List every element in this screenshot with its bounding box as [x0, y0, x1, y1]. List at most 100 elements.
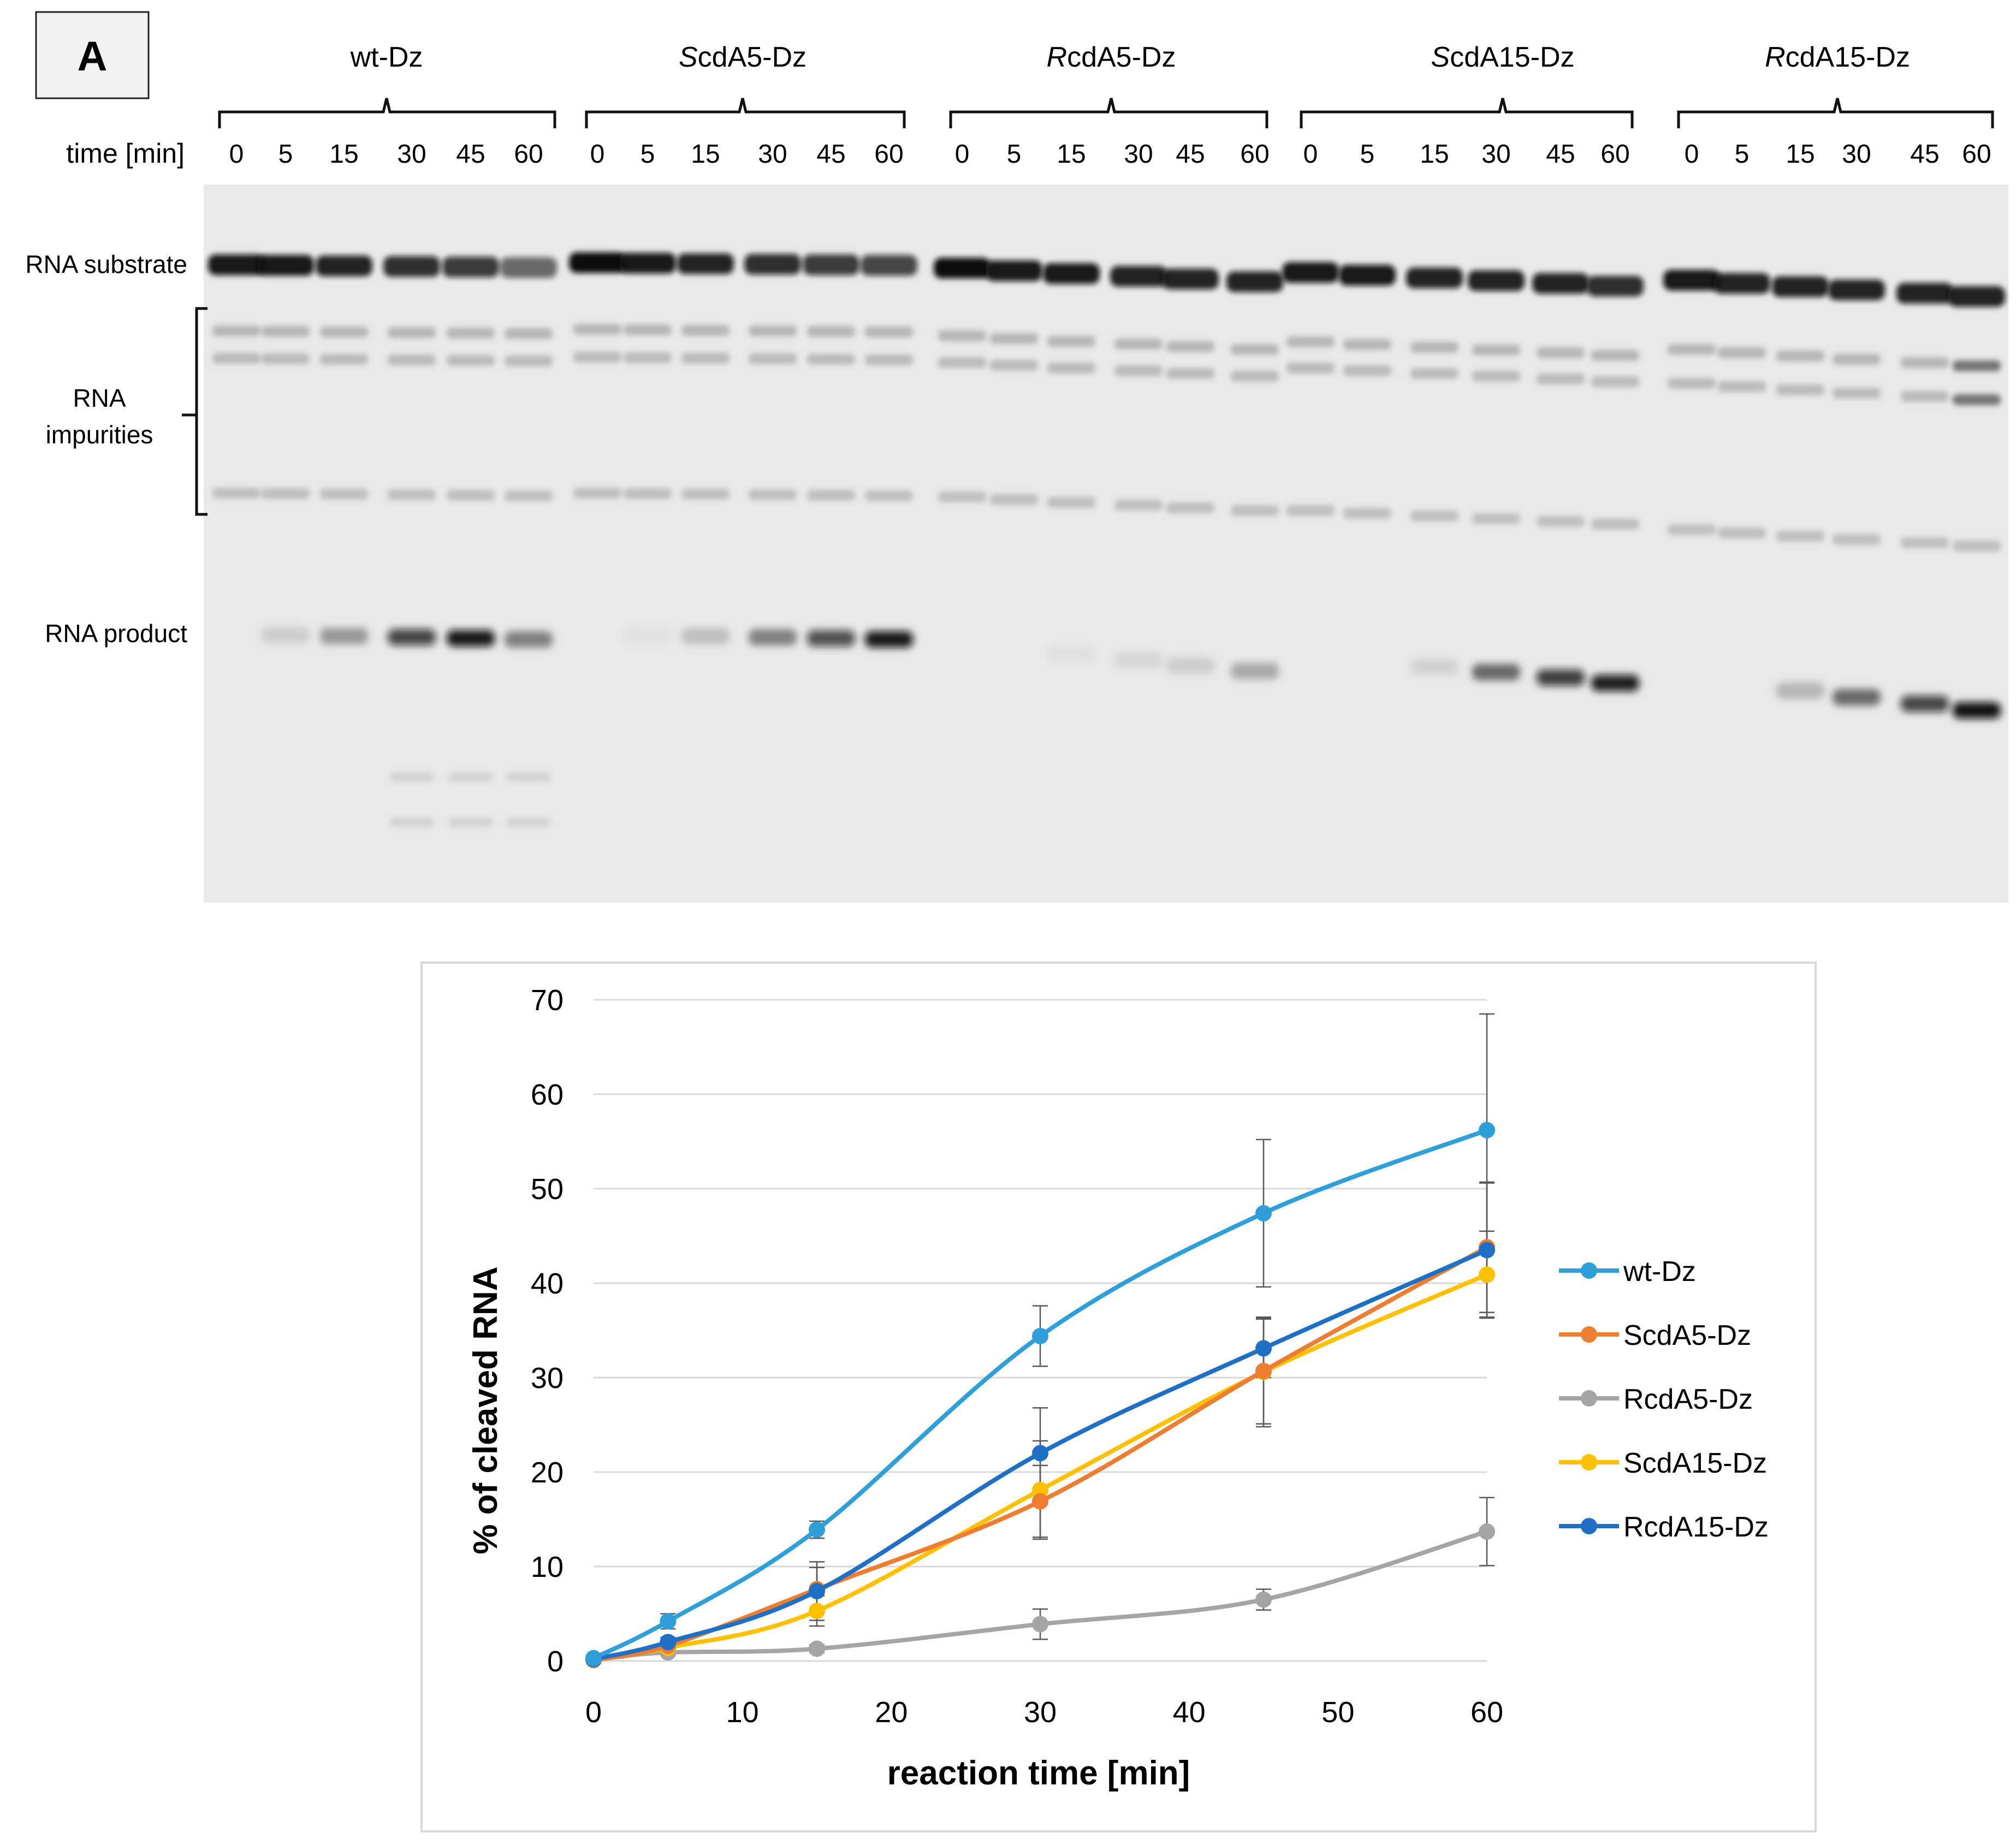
- gel-group-label-prefix: S: [1431, 41, 1450, 73]
- legend-marker: [1581, 1390, 1597, 1407]
- y-tick-label: 20: [531, 1456, 564, 1489]
- gel-band-product: [1591, 675, 1639, 691]
- gel-band-impurity: [320, 489, 368, 500]
- row-label-product: RNA product: [45, 619, 187, 648]
- gel-band-impurity: [320, 354, 368, 365]
- gel-band-impurity: [573, 488, 621, 499]
- gel-time-label: 0: [1303, 140, 1318, 169]
- gel-group-bracket: [1300, 98, 1634, 128]
- legend-marker: [1581, 1326, 1597, 1343]
- legend: wt-Dz ScdA5-Dz RcdA5-Dz ScdA15-Dz RcdA15-Dz: [1559, 1256, 1769, 1543]
- x-tick-label: 60: [1471, 1696, 1503, 1729]
- gel-group-label-prefix: R: [1047, 41, 1068, 73]
- gel-group-label-name: cdA5-Dz: [698, 41, 807, 73]
- gel-band-substrate: [1162, 269, 1219, 289]
- gel-group-bracket: [218, 98, 556, 128]
- gel-time-label: 30: [1481, 140, 1510, 169]
- gel-band-substrate: [1226, 271, 1283, 292]
- data-point: [809, 1582, 825, 1599]
- gel-band-product: [1114, 652, 1163, 668]
- x-tick-label: 50: [1321, 1696, 1354, 1729]
- gel-time-label: 60: [1600, 140, 1629, 169]
- gel-band-impurity: [1718, 527, 1766, 538]
- gel-band-impurity: [262, 353, 310, 364]
- gel-band-impurity: [1286, 336, 1335, 347]
- data-point: [1479, 1122, 1495, 1138]
- gel-band-impurity: [1047, 497, 1095, 508]
- gel-band-substrate: [677, 253, 734, 274]
- x-tick-label: 0: [585, 1696, 602, 1729]
- x-tick-label: 20: [875, 1696, 908, 1729]
- gel-band-impurity: [1166, 368, 1214, 379]
- gel-band-minor: [390, 818, 434, 827]
- gel-time-label: 45: [1546, 140, 1575, 169]
- gel-band-impurity: [1047, 363, 1095, 373]
- gel-band-impurity: [1410, 342, 1458, 353]
- gel-band-impurity: [1668, 378, 1716, 389]
- gel-time-label: 45: [1176, 140, 1205, 169]
- gel-band-impurity: [1668, 344, 1716, 355]
- gel-group-label-name: cdA15-Dz: [1450, 41, 1574, 73]
- gel-band-substrate: [934, 258, 991, 278]
- gel-time-label: 0: [590, 140, 605, 169]
- gel-band-impurity: [938, 330, 986, 341]
- gel-band-impurity: [681, 489, 730, 500]
- gel-band-impurity: [681, 353, 730, 364]
- gel-band-impurity: [1114, 500, 1163, 511]
- legend-marker: [1581, 1518, 1597, 1534]
- gel-band-impurity: [1776, 384, 1824, 395]
- gel-band-substrate: [208, 254, 265, 275]
- series-line: [591, 1128, 1489, 1660]
- gel-band-impurity: [624, 488, 672, 499]
- data-point: [1032, 1481, 1048, 1498]
- gel-band-impurity: [1286, 363, 1335, 373]
- gel-band-impurity: [865, 354, 913, 365]
- gel-band-impurity: [990, 333, 1038, 344]
- gel-band-impurity: [865, 490, 913, 501]
- gel-band-impurity: [1901, 537, 1949, 548]
- gel-band-impurity: [1472, 345, 1520, 355]
- y-axis-title: % of cleaved RNA: [467, 1266, 505, 1554]
- gel-band-substrate: [1896, 283, 1953, 304]
- y-tick-label: 40: [531, 1267, 564, 1300]
- gel-band-product: [388, 629, 436, 645]
- gel-band-substrate: [316, 256, 372, 276]
- gel-band-product: [1901, 696, 1949, 712]
- gel-band-impurity: [1953, 360, 2001, 371]
- panel-label: A: [78, 33, 108, 80]
- gel-band-product: [1953, 702, 2001, 719]
- data-point: [1032, 1493, 1048, 1510]
- gel-band-impurity: [212, 488, 260, 499]
- gel-band-minor: [449, 773, 493, 781]
- x-tick-label: 10: [726, 1696, 759, 1729]
- gel-band-impurity: [1410, 511, 1458, 521]
- gel-band-product: [320, 628, 368, 644]
- gel-band-impurity: [1114, 339, 1163, 349]
- gel-group-bracket: [949, 98, 1268, 128]
- legend-label: wt-Dz: [1623, 1256, 1696, 1288]
- x-tick-label: 40: [1173, 1696, 1206, 1729]
- gel-image: [204, 185, 2008, 903]
- gel-band-minor: [449, 818, 493, 827]
- gel-time-label: 5: [278, 140, 293, 169]
- gel-band-impurity: [1953, 394, 2001, 405]
- gel-time-label: 5: [641, 140, 655, 169]
- gel-band-substrate: [1532, 273, 1589, 294]
- gel-band-product: [1231, 663, 1279, 679]
- gel-group-label: RcdA15-Dz: [1765, 41, 1910, 73]
- gel-band-substrate: [619, 253, 676, 274]
- gel-band-impurity: [1472, 371, 1520, 382]
- gel-band-impurity: [1776, 351, 1824, 361]
- gel-band-impurity: [505, 355, 553, 366]
- gel-band-product: [505, 631, 553, 648]
- data-point: [1032, 1327, 1048, 1344]
- data-point: [809, 1521, 825, 1538]
- y-tick-label: 0: [547, 1645, 564, 1678]
- gel-group-label: ScdA15-Dz: [1431, 41, 1575, 73]
- gel-band-impurity: [1591, 519, 1639, 530]
- time-label: time [min]: [66, 138, 185, 169]
- gel-band-substrate: [1282, 262, 1339, 283]
- gel-time-label: 15: [1420, 140, 1449, 169]
- gel-band-substrate: [569, 252, 626, 273]
- gel-band-substrate: [1110, 266, 1167, 287]
